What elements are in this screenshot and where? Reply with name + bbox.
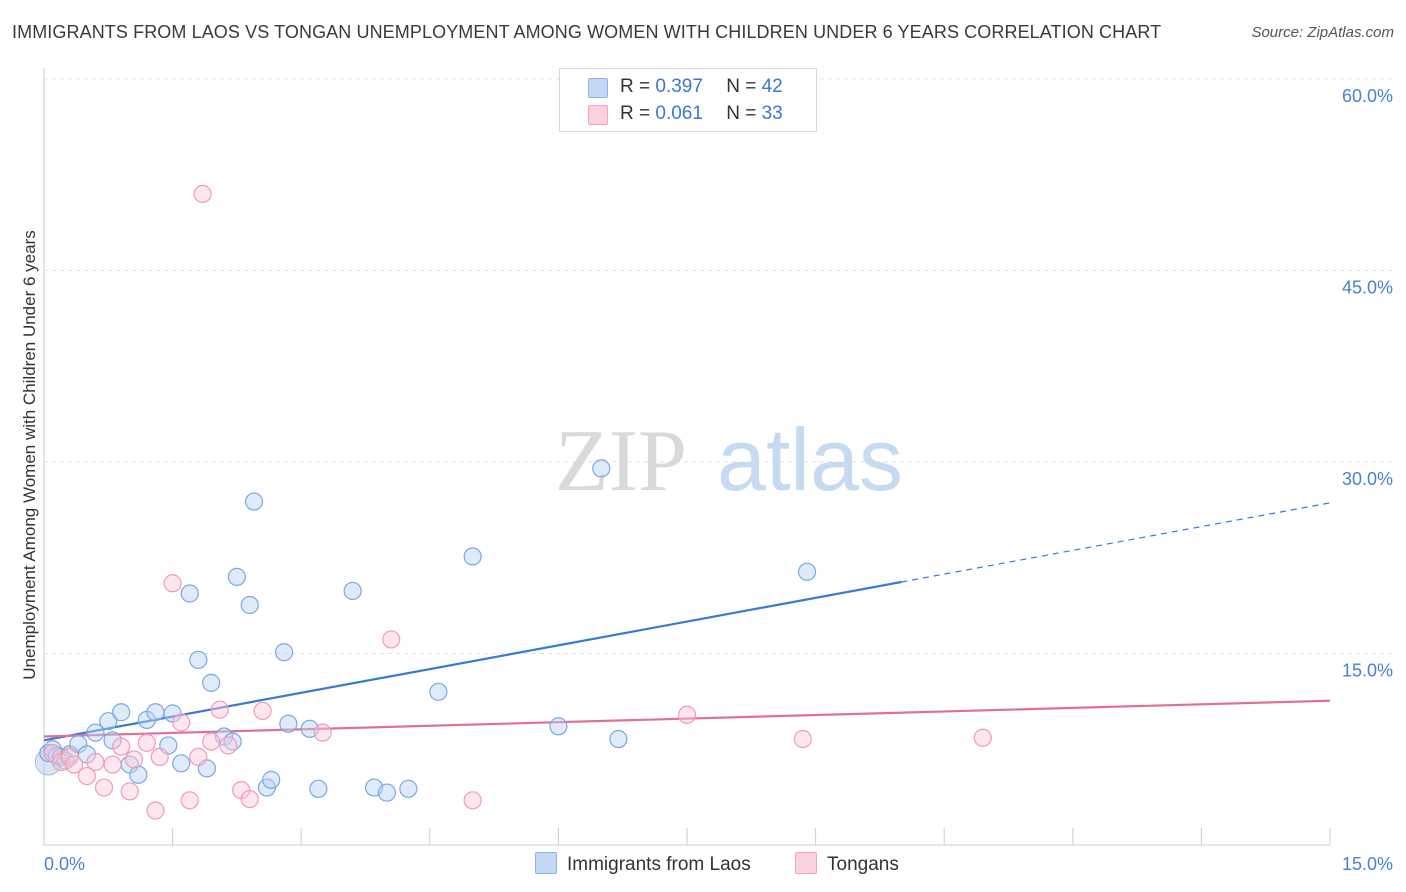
point-tongans-21	[219, 736, 238, 755]
point-tongans-18	[193, 184, 212, 203]
legend-r-label-laos: R =	[620, 76, 656, 97]
x-ticks	[43, 828, 1331, 845]
legend-n-value-tongans: 33	[761, 103, 783, 124]
point-tongans-26	[382, 630, 401, 649]
point-tongans-5	[86, 752, 105, 772]
y-tick-label-2: 45.0%	[1342, 278, 1393, 298]
point-tongans-3	[64, 755, 84, 774]
point-tongans-28	[677, 705, 697, 724]
point-laos-18	[172, 754, 191, 773]
point-tongans-29	[793, 729, 812, 749]
legend-row-laos: R = 0.397 N = 42	[588, 76, 783, 98]
point-laos-26	[240, 595, 259, 615]
legend-n-value-laos: 42	[761, 76, 783, 97]
point-laos-8	[86, 723, 105, 742]
point-tongans-23	[240, 789, 259, 809]
point-tongans-13	[150, 747, 169, 767]
point-tongans-8	[112, 737, 131, 756]
legend: R = 0.397 N = 42 R = 0.061 N = 33	[559, 68, 817, 132]
point-laos-41	[592, 459, 611, 478]
point-laos-27	[244, 492, 264, 511]
point-tongans-14	[163, 574, 182, 593]
point-laos-9	[99, 712, 118, 731]
chart-title: IMMIGRANTS FROM LAOS VS TONGAN UNEMPLOYM…	[12, 22, 1162, 42]
watermark-zip: ZIP	[555, 413, 687, 510]
legend-swatch-laos	[588, 78, 608, 98]
point-laos-25	[227, 567, 246, 587]
trend-line-laos-extension	[901, 502, 1331, 583]
point-laos-33	[309, 779, 328, 798]
point-laos-22	[202, 673, 221, 692]
point-laos-31	[279, 714, 298, 733]
point-laos-11	[112, 703, 131, 722]
point-tongans-4	[77, 766, 96, 786]
bottom-legend-label-laos: Immigrants from Laos	[567, 854, 751, 875]
trend-lines	[43, 502, 1331, 742]
legend-r-value-laos: 0.397	[655, 76, 703, 97]
point-tongans-6	[94, 778, 114, 797]
point-laos-42	[609, 729, 628, 749]
point-tongans-24	[253, 701, 272, 721]
point-laos-15	[146, 703, 165, 722]
y-tick-label-1: 30.0%	[1342, 469, 1393, 489]
legend-n-label-tongans: N =	[726, 103, 762, 124]
point-tongans-19	[202, 732, 221, 751]
point-laos-13	[129, 765, 148, 784]
legend-r-value-tongans: 0.061	[655, 103, 703, 124]
y-tick-label-3: 60.0%	[1342, 86, 1393, 106]
watermark-atlas: atlas	[717, 410, 903, 509]
point-laos-36	[377, 783, 397, 802]
point-tongans-12	[146, 801, 165, 820]
point-laos-29	[262, 770, 281, 789]
point-laos-34	[343, 581, 362, 601]
trend-line-laos	[43, 580, 902, 742]
y-tick-labels: 15.0% 30.0% 45.0% 60.0%	[1342, 86, 1393, 681]
point-laos-19	[180, 584, 199, 603]
point-laos-43	[797, 562, 817, 581]
point-tongans-9	[120, 782, 139, 801]
legend-r-label-tongans: R =	[620, 103, 656, 124]
bottom-legend-tongans: Tongans	[795, 852, 899, 876]
bottom-legend-swatch-tongans	[795, 852, 817, 874]
point-laos-39	[463, 547, 482, 566]
point-laos-20	[189, 650, 208, 669]
y-tick-label-0: 15.0%	[1342, 661, 1393, 681]
points	[34, 184, 992, 820]
point-tongans-25	[313, 723, 332, 742]
x-tick-label-min: 0.0%	[44, 854, 85, 874]
point-laos-38	[429, 682, 448, 701]
legend-row-tongans: R = 0.061 N = 33	[588, 103, 783, 125]
point-tongans-20	[210, 700, 229, 719]
point-tongans-7	[103, 755, 122, 774]
axes	[43, 68, 1330, 846]
point-tongans-27	[463, 791, 482, 810]
gridlines	[44, 78, 1393, 654]
point-tongans-11	[137, 733, 156, 752]
bottom-legend-label-tongans: Tongans	[827, 854, 899, 875]
point-laos-40	[549, 717, 568, 736]
point-tongans-15	[172, 713, 191, 732]
trend-line-tongans	[43, 699, 1331, 738]
x-tick-label-max: 15.0%	[1342, 854, 1393, 874]
legend-n-label-laos: N =	[726, 76, 762, 97]
point-laos-37	[399, 779, 418, 798]
point-tongans-16	[180, 791, 199, 810]
chart-source: Source: ZipAtlas.com	[1251, 24, 1394, 41]
point-tongans-17	[189, 747, 208, 767]
legend-swatch-tongans	[588, 105, 608, 125]
y-axis-label: Unemployment Among Women with Children U…	[20, 230, 39, 679]
watermark: ZIP atlas	[555, 410, 903, 510]
bottom-legend-swatch-laos	[535, 852, 557, 874]
bottom-legend-laos: Immigrants from Laos	[535, 852, 751, 876]
point-laos-30	[274, 643, 294, 662]
point-tongans-30	[973, 728, 992, 747]
point-tongans-10	[124, 750, 144, 769]
